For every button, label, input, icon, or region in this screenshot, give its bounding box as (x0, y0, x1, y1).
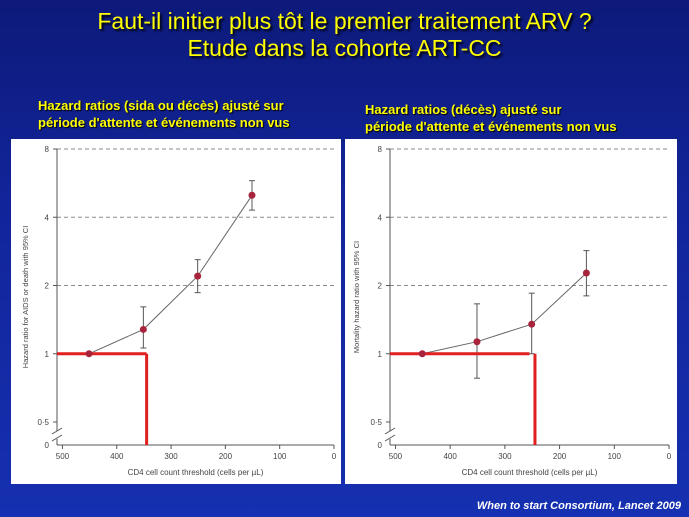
left-chart: 0·5 1 2 4 8 0 500 400 300 200 100 0 CD4 cell count t… (21, 145, 337, 477)
slide-title-line-1: Faut-il initier plus tôt le premier trai… (97, 8, 592, 34)
right-chart-panel: 0·5 1 2 4 8 0 500 400 300 200 100 0 CD4 cell count t… (345, 139, 677, 484)
right-chart: 0·5 1 2 4 8 0 500 400 300 200 100 0 CD4 cell count t… (352, 145, 672, 477)
x-tick-label: 400 (443, 452, 457, 461)
x-tick-label: 500 (56, 452, 70, 461)
x-tick-label: 100 (608, 452, 622, 461)
left-panel-subtitle: Hazard ratios (sida ou décès) ajusté sur… (38, 97, 290, 131)
data-point (248, 191, 256, 199)
x-tick-label: 300 (164, 452, 178, 461)
y-tick-label: 1 (378, 350, 383, 359)
y-origin-label: 0 (378, 441, 383, 450)
x-tick-label: 0 (332, 452, 337, 461)
x-tick-label: 400 (110, 452, 124, 461)
y-tick-label: 4 (45, 213, 50, 222)
y-tick-label: 0·5 (370, 418, 382, 427)
y-tick-label: 8 (45, 145, 50, 154)
citation: When to start Consortium, Lancet 2009 (476, 500, 681, 512)
y-origin-label: 0 (45, 441, 50, 450)
y-tick-label: 8 (378, 145, 383, 154)
slide-title-line-2: Etude dans la cohorte ART-CC (187, 35, 502, 61)
x-tick-label: 100 (273, 452, 287, 461)
data-point (418, 350, 426, 358)
left-subtitle-line-2: période d'attente et événements non vus (38, 115, 290, 130)
y-axis-label: Hazard ratio for AIDS or death with 95% … (21, 226, 30, 369)
y-tick-label: 1 (45, 350, 50, 359)
x-tick-label: 200 (219, 452, 233, 461)
data-point (85, 350, 93, 358)
x-tick-label: 0 (667, 452, 672, 461)
y-tick-label: 2 (378, 282, 383, 291)
y-axis-label: Mortality hazard ratio with 95% CI (352, 241, 361, 353)
axis-break-mark (51, 427, 63, 435)
x-axis-label: CD4 cell count threshold (cells per µL) (128, 468, 264, 477)
data-point (139, 325, 147, 333)
series-line (88, 195, 253, 355)
axis-break-mark (384, 434, 396, 442)
axis-break-mark (384, 427, 396, 435)
axis-break-mark (51, 434, 63, 442)
x-tick-label: 500 (389, 452, 403, 461)
x-tick-label: 200 (553, 452, 567, 461)
slide-title: Faut-il initier plus tôt le premier trai… (0, 8, 689, 62)
y-tick-label: 2 (45, 282, 50, 291)
y-tick-label: 0·5 (37, 418, 49, 427)
left-chart-panel: 0·5 1 2 4 8 0 500 400 300 200 100 0 CD4 cell count t… (11, 139, 341, 484)
right-subtitle-line-1: Hazard ratios (décès) ajusté sur (365, 102, 562, 117)
y-tick-label: 4 (378, 213, 383, 222)
data-point (582, 269, 590, 277)
data-point (194, 272, 202, 280)
data-point (528, 320, 536, 328)
x-axis-label: CD4 cell count threshold (cells per µL) (462, 468, 598, 477)
right-subtitle-line-2: période d'attente et événements non vus (365, 119, 617, 134)
data-point (473, 338, 481, 346)
right-panel-subtitle: Hazard ratios (décès) ajusté sur période… (365, 101, 617, 135)
x-tick-label: 300 (498, 452, 512, 461)
series-line (422, 272, 587, 355)
left-subtitle-line-1: Hazard ratios (sida ou décès) ajusté sur (38, 98, 284, 113)
